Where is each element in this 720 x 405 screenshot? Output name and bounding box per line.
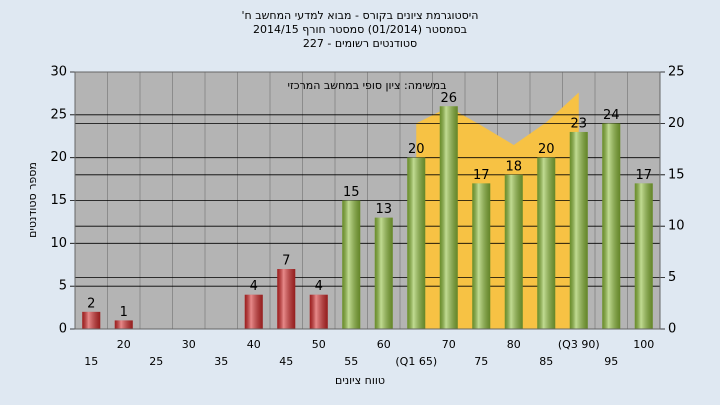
bar-shade bbox=[569, 131, 588, 329]
x-tick-label: 80 bbox=[507, 338, 521, 351]
value-label: 1 bbox=[120, 305, 128, 320]
bar-shade bbox=[634, 183, 653, 329]
y-tick-label: 25 bbox=[50, 107, 67, 122]
x-tick-label: 40 bbox=[247, 338, 261, 351]
value-label: 18 bbox=[505, 159, 522, 174]
x-tick-label: 70 bbox=[442, 338, 456, 351]
value-label: 17 bbox=[635, 168, 652, 183]
bar-shade bbox=[82, 311, 101, 329]
value-label: 7 bbox=[282, 254, 290, 269]
bar-shade bbox=[244, 294, 263, 329]
x-tick-label: 95 bbox=[604, 355, 618, 368]
x-tick-label: 30 bbox=[182, 338, 196, 351]
y2-tick-label: 5 bbox=[668, 270, 676, 285]
x-tick-label: (Q1 65) bbox=[395, 355, 437, 368]
x-tick-label: 50 bbox=[312, 338, 326, 351]
x-tick-label: 100 bbox=[633, 338, 654, 351]
y-tick-label: 15 bbox=[50, 193, 67, 208]
y2-tick-label: 10 bbox=[668, 219, 685, 234]
x-tick-label: 60 bbox=[377, 338, 391, 351]
value-label: 20 bbox=[538, 142, 555, 157]
y2-tick-label: 20 bbox=[668, 116, 685, 131]
y-axis-label: מספר סטודנטים bbox=[26, 162, 39, 238]
y-tick-label: 0 bbox=[59, 322, 67, 337]
value-label: 2 bbox=[87, 296, 95, 311]
bar-shade bbox=[472, 183, 491, 329]
y-tick-label: 10 bbox=[50, 236, 67, 251]
bar-shade bbox=[277, 269, 296, 329]
value-label: 15 bbox=[343, 185, 360, 200]
value-label: 23 bbox=[570, 116, 587, 131]
y2-tick-label: 15 bbox=[668, 167, 685, 182]
y-tick-label: 20 bbox=[50, 150, 67, 165]
x-tick-label: 55 bbox=[344, 355, 358, 368]
chart-subtitle: סטודנטים רשומים - 227 bbox=[303, 37, 417, 50]
x-tick-label: 25 bbox=[149, 355, 163, 368]
bar-shade bbox=[309, 294, 328, 329]
plot-border bbox=[74, 71, 661, 330]
annotation: במשימה: ציון סופי במחשב המרכזי bbox=[287, 79, 446, 92]
x-tick-label: 85 bbox=[539, 355, 553, 368]
value-label: 20 bbox=[408, 142, 425, 157]
bar-shade bbox=[114, 320, 133, 329]
x-axis-label: טווח ציונים bbox=[335, 374, 385, 387]
x-tick-label: (Q3 90) bbox=[558, 338, 600, 351]
bar-shade bbox=[342, 200, 361, 329]
bar-shade bbox=[602, 123, 621, 330]
value-label: 13 bbox=[375, 202, 392, 217]
value-label: 17 bbox=[473, 168, 490, 183]
chart-subtitle: בסמסטר (01/2014) סמסטר חורף 2014/15 bbox=[253, 23, 467, 36]
x-tick-label: 75 bbox=[474, 355, 488, 368]
chart-title: היסטוגרמת ציונים בקורס - מבוא למדעי המחש… bbox=[242, 9, 479, 22]
x-tick-label: 45 bbox=[279, 355, 293, 368]
plot: 2 1 4 7 4 15 13 20 26 17 18 20 23 24 17 bbox=[70, 71, 665, 330]
x-tick-label: 35 bbox=[214, 355, 228, 368]
value-label: 4 bbox=[250, 279, 258, 294]
value-label: 24 bbox=[603, 108, 620, 123]
bar-shade bbox=[537, 157, 556, 329]
bar-shade bbox=[504, 174, 523, 329]
y2-tick-label: 25 bbox=[668, 65, 685, 80]
bar-shade bbox=[374, 217, 393, 329]
bar-shade bbox=[407, 157, 426, 329]
x-tick-label: 15 bbox=[84, 355, 98, 368]
bar-shade bbox=[439, 106, 458, 330]
value-label: 26 bbox=[440, 91, 457, 106]
x-tick-label: 20 bbox=[117, 338, 131, 351]
value-label: 4 bbox=[315, 279, 323, 294]
y-tick-label: 30 bbox=[50, 65, 67, 80]
y-tick-label: 5 bbox=[59, 279, 67, 294]
y2-tick-label: 0 bbox=[668, 322, 676, 337]
